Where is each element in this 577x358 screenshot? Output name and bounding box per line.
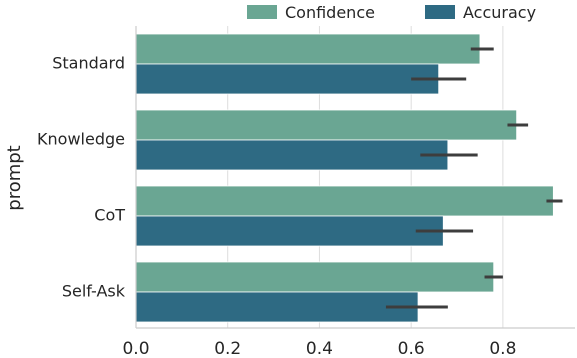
bar-accuracy-3 bbox=[135, 291, 419, 323]
bar-accuracy-0 bbox=[135, 63, 440, 95]
legend-swatch-confidence bbox=[247, 5, 277, 19]
bar-confidence-3 bbox=[135, 261, 495, 293]
axes bbox=[135, 26, 575, 329]
y-axis-label: prompt bbox=[4, 145, 25, 210]
bar-confidence-2 bbox=[135, 185, 554, 217]
bar-confidence-1 bbox=[135, 109, 518, 141]
y-tick-label-0: Standard bbox=[52, 54, 125, 73]
y-tick-label-3: Self-Ask bbox=[62, 282, 126, 301]
tick-labels: Standard Knowledge CoT Self-Ask 0.0 0.2 0.4 0.6… bbox=[37, 54, 516, 358]
error-bars bbox=[385, 47, 563, 309]
x-tick-label-1: 0.2 bbox=[214, 339, 241, 358]
legend-label-accuracy: Accuracy bbox=[463, 3, 536, 22]
x-tick-label-4: 0.8 bbox=[489, 339, 516, 358]
legend-swatch-accuracy bbox=[425, 5, 455, 19]
bar-confidence-0 bbox=[135, 33, 481, 65]
x-tick-label-3: 0.6 bbox=[398, 339, 425, 358]
bar-accuracy-1 bbox=[135, 139, 449, 171]
x-tick-label-2: 0.4 bbox=[306, 339, 333, 358]
bar-accuracy-2 bbox=[135, 215, 444, 247]
y-tick-label-2: CoT bbox=[94, 206, 125, 225]
x-tick-label-0: 0.0 bbox=[122, 339, 149, 358]
bars bbox=[135, 33, 554, 323]
legend: Confidence Accuracy bbox=[247, 3, 536, 22]
legend-label-confidence: Confidence bbox=[285, 3, 375, 22]
y-tick-label-1: Knowledge bbox=[37, 130, 125, 149]
